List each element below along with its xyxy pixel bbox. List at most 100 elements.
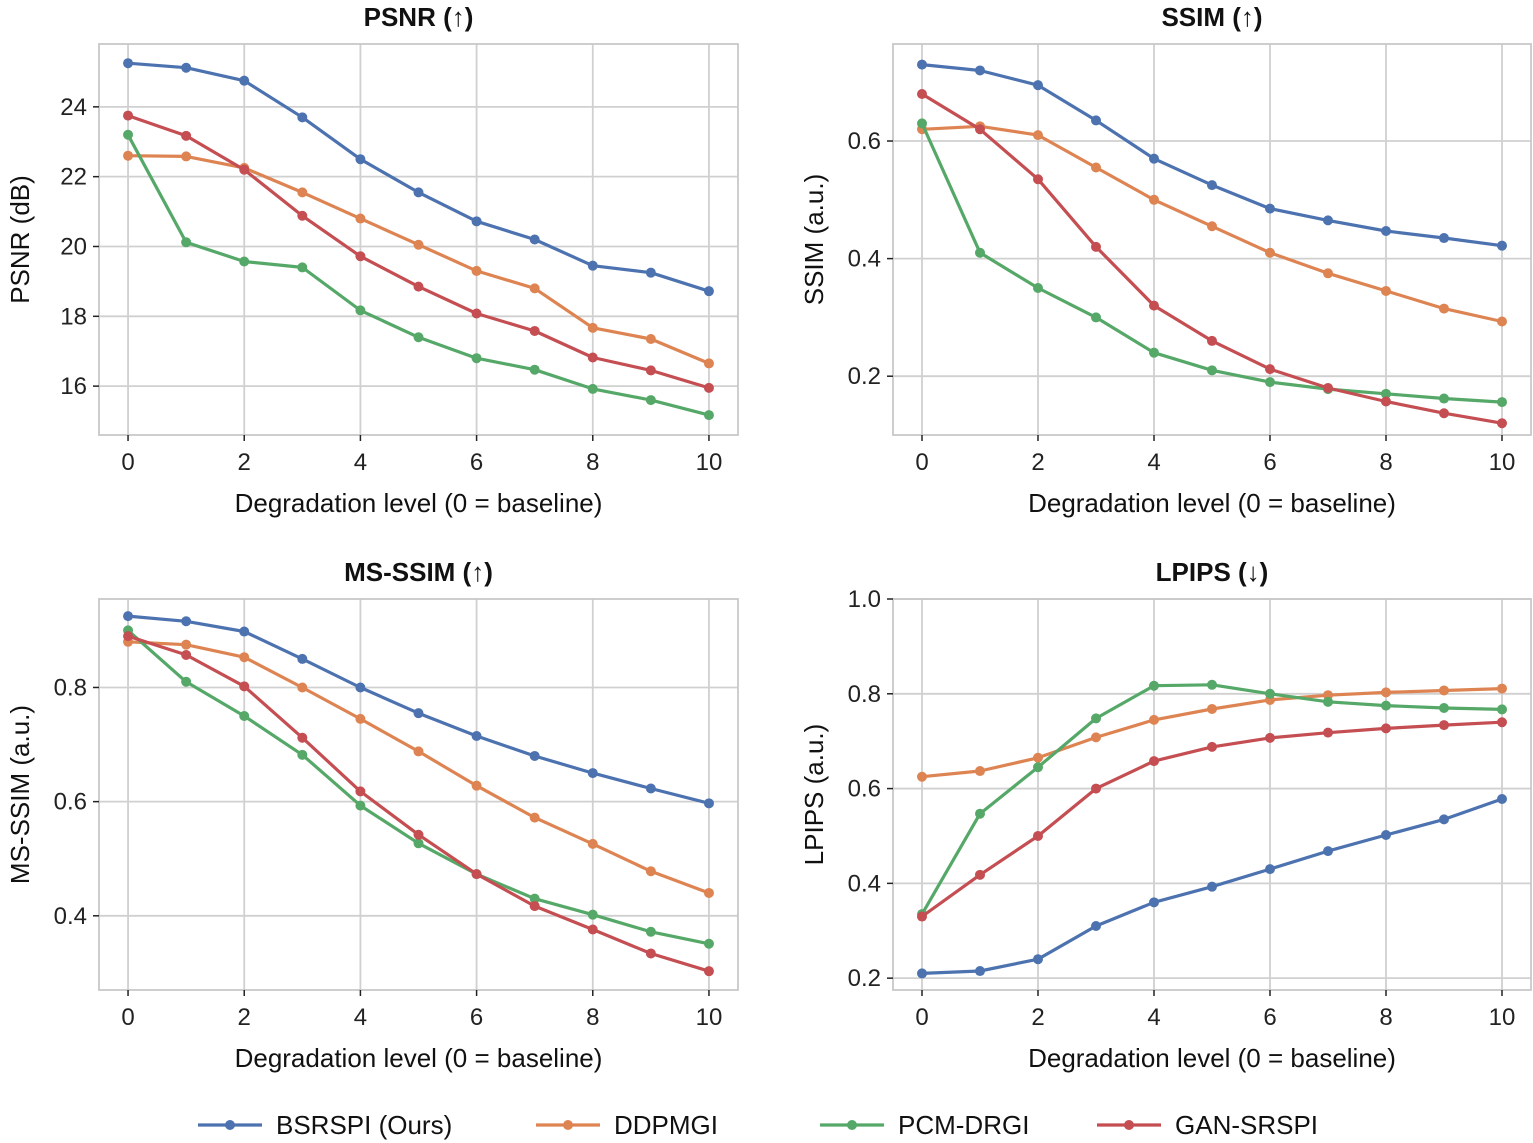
psnr-xtick-label: 10 (696, 449, 723, 476)
ms-ssim-series-bsrspi-point (703, 798, 714, 809)
ms-ssim-series-ddpmgi-line (127, 640, 710, 895)
lpips-series-pcm-drgi-point (1381, 700, 1391, 711)
ssim-series-pcm-drgi-point (1439, 393, 1449, 404)
ssim-series-pcm-drgi-line (920, 122, 1503, 404)
lpips-series-bsrspi-point (1091, 921, 1101, 932)
psnr-series-gan-srspi-point (123, 110, 134, 121)
lpips-xtick-label: 2 (1031, 1004, 1044, 1031)
psnr-x-axis-label: Degradation level (0 = baseline) (235, 488, 603, 518)
psnr-ytick-label: 24 (60, 94, 87, 121)
lpips-series-ddpmgi-point (1381, 687, 1391, 698)
psnr-xtick-label: 6 (470, 449, 483, 476)
psnr-series-bsrspi-point (297, 112, 308, 123)
ms-ssim-series-gan-srspi-point (355, 786, 366, 797)
ssim-series-bsrspi-point (1265, 203, 1275, 214)
lpips-ytick-label: 0.8 (848, 681, 881, 708)
lpips-chart: 0 2 4 6 8 10 0.2 0.4 0.6 0.8 1.0 LPIPS (↓) Degradati… (799, 557, 1532, 1073)
ssim-series-bsrspi-point (1381, 225, 1391, 236)
lpips-x-axis-label: Degradation level (0 = baseline) (1028, 1043, 1396, 1073)
legend-bsrspi-label: BSRSPI (Ours) (276, 1110, 452, 1140)
psnr-series-ddpmgi-point (413, 239, 424, 250)
ssim-series-gan-srspi-point (1265, 364, 1275, 375)
lpips-series-pcm-drgi-point (1439, 703, 1449, 714)
ssim-series-ddpmgi-point (1091, 162, 1101, 173)
lpips-series-ddpmgi-point (975, 766, 985, 777)
ms-ssim-series-pcm-drgi-point (181, 676, 192, 687)
ms-ssim-plot-frame (98, 598, 739, 991)
ms-ssim-ytick-label: 0.8 (54, 674, 87, 701)
lpips-series-gan-srspi-point (1149, 756, 1159, 767)
lpips-series-ddpmgi-point (1091, 732, 1101, 743)
psnr-ytick-label: 18 (60, 303, 87, 330)
ssim-chart: 0 2 4 6 8 10 0.2 0.4 0.6 SSIM (↑) Degradation leve… (799, 2, 1532, 518)
ms-ssim-xtick-label: 0 (121, 1004, 134, 1031)
lpips-xtick-label: 8 (1379, 1004, 1392, 1031)
ssim-xtick-label: 8 (1379, 449, 1392, 476)
ms-ssim-series-pcm-drgi-point (355, 800, 366, 811)
ssim-chart-title: SSIM (↑) (1161, 2, 1262, 32)
ms-ssim-series-bsrspi-point (471, 730, 482, 741)
ssim-series-pcm-drgi-point (975, 247, 985, 258)
psnr-xtick-label: 0 (121, 449, 134, 476)
lpips-plot-frame (892, 598, 1532, 991)
legend-pcm-drgi-label: PCM-DRGI (898, 1110, 1029, 1140)
ssim-series-bsrspi-point (1497, 240, 1507, 251)
lpips-series-ddpmgi-point (1439, 685, 1449, 696)
lpips-series-pcm-drgi-line (920, 683, 1503, 915)
ms-ssim-series-gan-srspi-point (587, 924, 598, 935)
ms-ssim-x-axis-label: Degradation level (0 = baseline) (235, 1043, 603, 1073)
lpips-series-pcm-drgi-point (1149, 680, 1159, 691)
psnr-series-gan-srspi-point (239, 164, 250, 175)
lpips-chart-title: LPIPS (↓) (1156, 557, 1269, 587)
ssim-series-gan-srspi-point (1439, 408, 1449, 419)
psnr-series-pcm-drgi-point (181, 237, 192, 248)
ssim-series-ddpmgi-point (1381, 285, 1391, 296)
ssim-series-pcm-drgi-point (1207, 365, 1217, 376)
ms-ssim-series-ddpmgi-point (471, 780, 482, 791)
psnr-chart-title: PSNR (↑) (364, 2, 474, 32)
psnr-series-ddpmgi-line (127, 154, 710, 365)
lpips-series-bsrspi-point (1439, 814, 1449, 825)
lpips-series-ddpmgi-point (1497, 683, 1507, 694)
ms-ssim-series-ddpmgi-point (355, 713, 366, 724)
ms-ssim-series-bsrspi-point (645, 783, 656, 794)
psnr-series-bsrspi-point (471, 216, 482, 227)
ssim-series-gan-srspi-point (975, 124, 985, 135)
psnr-series-pcm-drgi-point (703, 410, 714, 421)
ssim-series-ddpmgi-point (1265, 247, 1275, 258)
ssim-ytick-label: 0.4 (848, 246, 881, 273)
lpips-xtick-label: 10 (1489, 1004, 1516, 1031)
ms-ssim-y-axis-label: MS-SSIM (a.u.) (5, 705, 35, 884)
psnr-series-gan-srspi-point (355, 251, 366, 262)
ssim-series-gan-srspi-point (1497, 418, 1507, 429)
ms-ssim-series-gan-srspi-point (413, 829, 424, 840)
ssim-series-gan-srspi-point (1149, 300, 1159, 311)
lpips-series-bsrspi-point (1033, 954, 1043, 965)
lpips-series-bsrspi-point (1497, 794, 1507, 805)
lpips-series-bsrspi-point (1323, 846, 1333, 857)
lpips-ytick-label: 0.4 (848, 870, 881, 897)
psnr-series-bsrspi-point (645, 267, 656, 278)
legend-pcm-drgi-marker (847, 1120, 857, 1130)
ms-ssim-series-pcm-drgi-point (587, 909, 598, 920)
lpips-series-bsrspi-point (1149, 897, 1159, 908)
ssim-ytick-label: 0.6 (848, 128, 881, 155)
legend-gan-srspi-marker (1124, 1120, 1134, 1130)
ssim-series-ddpmgi-point (1439, 303, 1449, 314)
ssim-series-pcm-drgi-point (1497, 397, 1507, 408)
psnr-series-ddpmgi-point (181, 151, 192, 162)
ssim-series-bsrspi-point (1323, 215, 1333, 226)
lpips-y-axis-label: LPIPS (a.u.) (799, 724, 829, 866)
lpips-series-pcm-drgi-point (975, 808, 985, 819)
lpips-series-bsrspi-point (1207, 881, 1217, 892)
ms-ssim-series-ddpmgi-point (587, 838, 598, 849)
legend-ddpmgi-label: DDPMGI (614, 1110, 718, 1140)
ms-ssim-series-gan-srspi-point (181, 649, 192, 660)
psnr-series-ddpmgi-point (703, 358, 714, 369)
psnr-series-pcm-drgi-point (529, 364, 540, 375)
ssim-xtick-label: 4 (1147, 449, 1160, 476)
ms-ssim-series-bsrspi-point (239, 626, 250, 637)
ms-ssim-series-gan-srspi-point (471, 869, 482, 880)
psnr-series-ddpmgi-point (471, 265, 482, 276)
